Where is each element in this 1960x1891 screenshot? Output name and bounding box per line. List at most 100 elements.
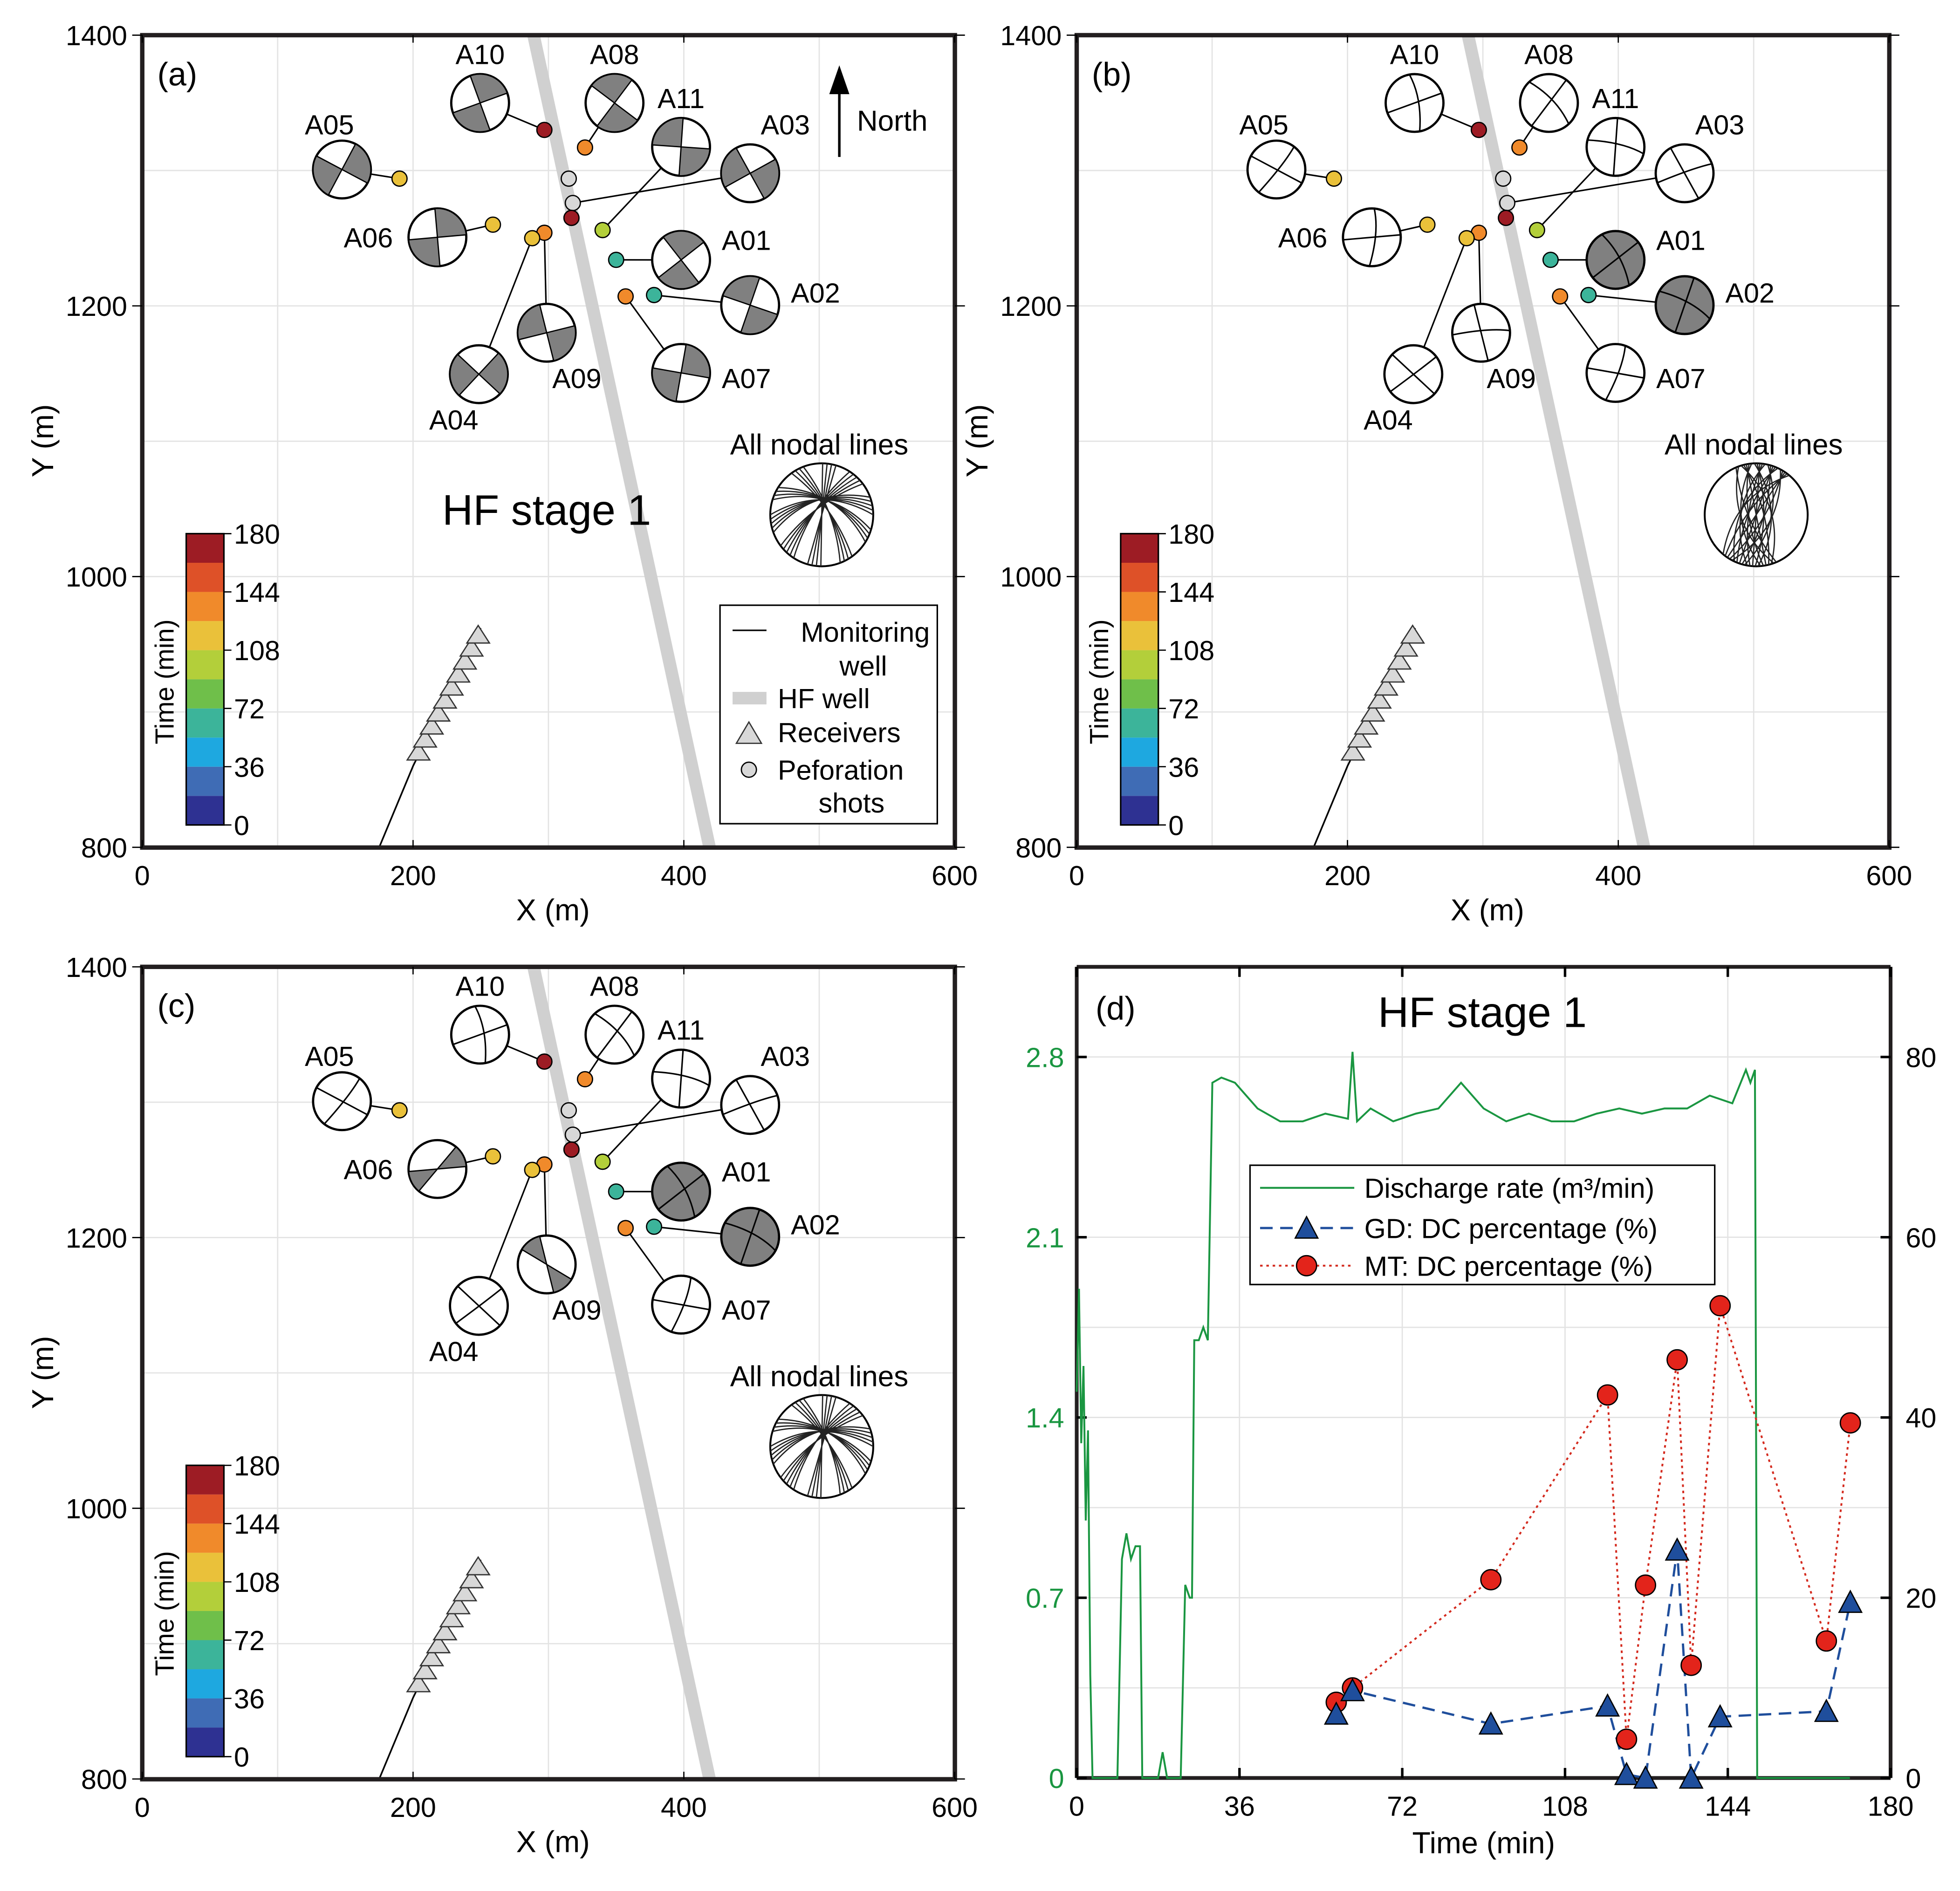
x-tick-label: 600 [932,1792,978,1823]
nodal-plane [1258,146,1295,193]
receiver-marker [459,637,484,657]
beachball-quadrant [678,146,711,177]
nodal-plane [594,1013,635,1056]
x-tick-label: 200 [390,860,436,891]
beachball-quadrant [680,343,711,379]
nodal-line [791,1404,853,1488]
nodal-line [1741,465,1775,565]
x-tick-label: 600 [932,860,978,891]
mt-point [1480,1569,1502,1591]
receiver-marker [439,1608,464,1628]
nodal-line [773,1426,870,1465]
nodal-lines-label: All nodal lines [730,429,908,461]
receiver-marker [425,702,451,722]
receiver-marker [445,663,471,683]
mt-line [1336,1305,1851,1740]
event-label: A08 [590,39,639,70]
y-tick-label-left: 1.4 [1026,1402,1064,1434]
colorbar-band [1120,592,1158,621]
nodal-plane [1659,290,1711,320]
y-tick-label-right: 60 [1905,1222,1936,1253]
nodal-plane [1657,163,1712,184]
colorbar-tick-label: 180 [234,519,280,550]
y-tick-label: 1400 [66,20,127,51]
nodal-lines-label: All nodal lines [1665,429,1843,461]
beachball-quadrant [596,102,639,133]
colorbar-band [186,737,224,767]
nodal-plane [678,1050,684,1108]
hf-well [527,34,716,849]
gd-point [1478,1711,1503,1735]
colorbar-band [186,1727,224,1757]
panel-label: (c) [158,988,196,1024]
y-tick-label-left: 2.1 [1026,1222,1064,1253]
event-dot [1542,252,1559,268]
gd-point [1679,1765,1704,1789]
nodal-line [793,471,850,559]
receiver-marker [445,1595,471,1615]
mt-point [1816,1630,1837,1652]
colorbar-tick-label: 108 [1168,635,1214,666]
x-tick-label: 0 [1069,860,1084,891]
nodal-plane [1369,208,1377,266]
event-label: A07 [722,1295,771,1326]
gd-point [1595,1693,1620,1717]
colorbar-band [1120,708,1158,738]
colorbar-band [186,1669,224,1699]
x-tick-label: 144 [1705,1790,1751,1822]
receiver-marker [1360,702,1385,722]
event-label: A01 [722,225,771,256]
colorbar-tick-label: 0 [234,810,249,841]
nodal-plane [455,1288,502,1324]
map-panel-b: 0 200 400 600 800 1000 1200 1400 X (m) Y (m) (b) 0 3… [960,20,1912,927]
x-tick-label: 72 [1387,1790,1418,1822]
nodal-plane [671,1277,692,1332]
nodal-plane [1409,74,1421,132]
panel-label: (a) [158,56,198,92]
nodal-plane [740,1209,761,1264]
legend-monitoring: well [839,650,887,682]
colorbar-band [186,1698,224,1728]
event-dot [524,1161,541,1178]
gd-point [1340,1678,1365,1701]
panel-label: (b) [1092,56,1132,92]
map-panel-c: 0 200 400 600 800 1000 1200 1400 X (m) Y (m) (c) 0 3… [26,952,978,1859]
nodal-plane [652,1298,710,1311]
mt-point [1666,1349,1688,1371]
receiver-marker [412,728,438,748]
y-tick-label: 1200 [66,1222,127,1254]
nodal-plane [1452,329,1510,336]
nodal-line [820,463,823,567]
receiver-marker [439,676,464,696]
nodal-line [772,496,872,531]
y-tick-label: 1400 [66,952,127,983]
y-tick-label: 1200 [66,291,127,322]
x-tick-label: 0 [135,860,150,891]
beachball-quadrant [749,158,780,199]
event-label: A08 [590,970,639,1002]
mt-point [1709,1295,1731,1317]
receiver-marker [419,1647,445,1666]
legend-mt: MT: DC percentage (%) [1364,1250,1653,1282]
legend-perf: Peforation [778,755,904,786]
colorbar-tick-label: 108 [234,1567,280,1598]
nodal-plane [323,1078,361,1125]
y-tick-label: 1400 [1000,20,1062,51]
event-dot [536,1053,553,1070]
receiver-marker [412,1660,438,1679]
event-dot [536,122,553,138]
discharge-line [1076,1051,1850,1779]
receiver-marker [432,689,458,709]
colorbar-band [186,1611,224,1640]
colorbar-band [186,766,224,796]
nodal-plane [474,1006,487,1063]
event-dot [646,287,663,303]
event-label: A05 [305,109,354,140]
colorbar-label: Time (min) [1084,619,1114,744]
y-tick-label: 800 [81,1764,127,1795]
nodal-line [1735,467,1777,563]
colorbar-tick-label: 144 [1168,577,1214,608]
chart-legend: Discharge rate (m³/min) GD: DC percentage… [1249,1164,1716,1285]
x-tick-label: 180 [1868,1790,1914,1822]
y-tick-label: 800 [1015,832,1062,863]
